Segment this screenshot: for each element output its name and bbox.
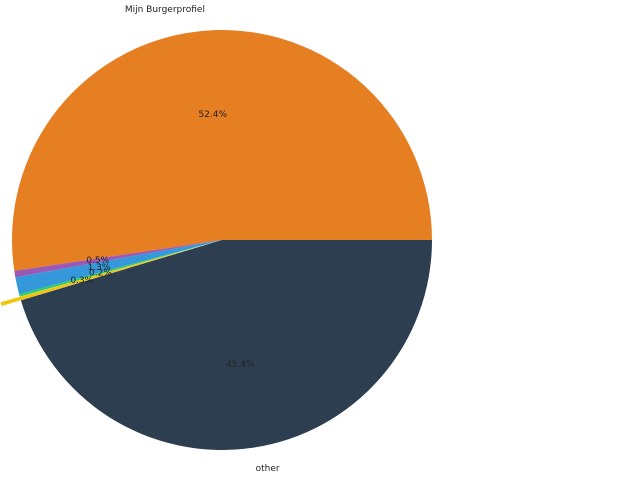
pie-slice-mijn-burgerprofiel bbox=[12, 30, 432, 271]
slice-percent-ilo-columbus-backend-api: 0.2% bbox=[89, 269, 112, 279]
pie-slice-other bbox=[20, 240, 433, 451]
pie-slice-tcc-vlaams-verkeercentrum-2 bbox=[0, 245, 203, 307]
pie-slice-awv-datamanager-3 bbox=[15, 240, 223, 295]
pie-slice-ilo-columbus-backend-api bbox=[19, 240, 223, 297]
pie-slice-mbp-adminpaneel bbox=[14, 240, 223, 278]
slice-percent-other: 45.4% bbox=[226, 360, 255, 370]
slice-percent-tcc-vlaams-verkeercentrum-2: 0.3% bbox=[70, 276, 93, 286]
slice-label-other: other bbox=[256, 464, 280, 474]
slice-label-mijn-burgerprofiel: Mijn Burgerprofiel bbox=[125, 5, 205, 15]
slice-percent-mijn-burgerprofiel: 52.4% bbox=[198, 110, 227, 120]
slice-percent-awv-datamanager-3: 1.3% bbox=[88, 263, 111, 273]
slice-percent-mbp-adminpaneel: 0.5% bbox=[86, 256, 109, 266]
